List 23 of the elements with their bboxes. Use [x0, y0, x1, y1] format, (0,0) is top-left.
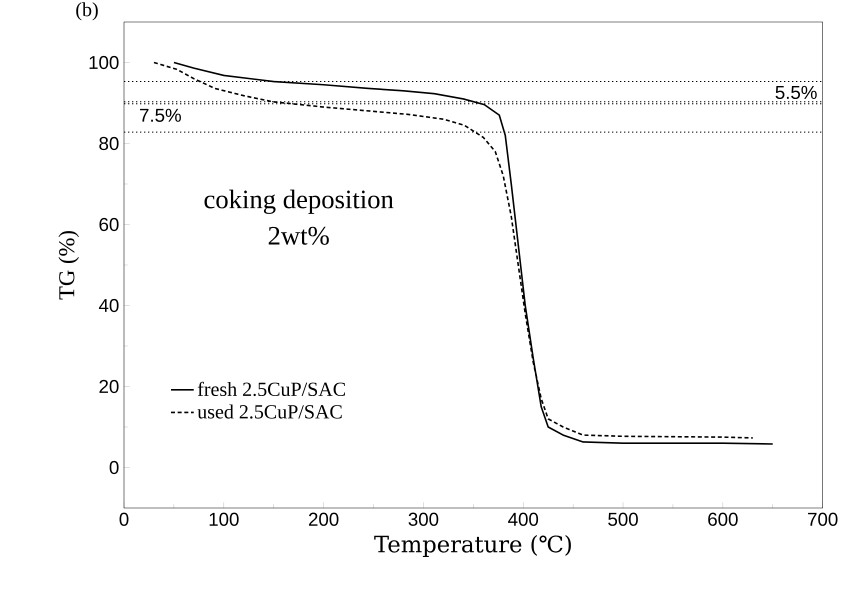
x-axis-title: Temperature (℃): [374, 535, 571, 557]
x-tick-label: 500: [608, 512, 638, 526]
x-tick-label: 0: [120, 512, 128, 526]
y-tick-label: 20: [99, 380, 119, 394]
x-tick-label: 200: [308, 512, 338, 526]
y-tick-label: 60: [99, 218, 119, 232]
annotation: 2wt%: [268, 226, 329, 245]
legend-label: fresh 2.5CuP/SAC: [198, 382, 345, 396]
x-tick-label: 100: [210, 512, 239, 526]
legend-label: used 2.5CuP/SAC: [197, 404, 342, 419]
y-axis-title: TG (%): [58, 231, 79, 300]
x-tick-label: 400: [508, 512, 538, 526]
chart-title: (b): [76, 2, 98, 20]
y-tick-label: 0: [110, 460, 119, 474]
y-tick-label: 40: [98, 298, 119, 312]
x-tick-label: 700: [808, 512, 838, 526]
annotation: coking deposition: [204, 190, 394, 214]
annotation: 7.5%: [140, 108, 181, 122]
x-tick-label: 300: [408, 512, 438, 526]
x-tick-label: 600: [708, 512, 738, 526]
y-tick-label: 80: [99, 136, 119, 150]
y-tick-label: 100: [90, 56, 119, 70]
annotation: 5.5%: [776, 86, 817, 100]
